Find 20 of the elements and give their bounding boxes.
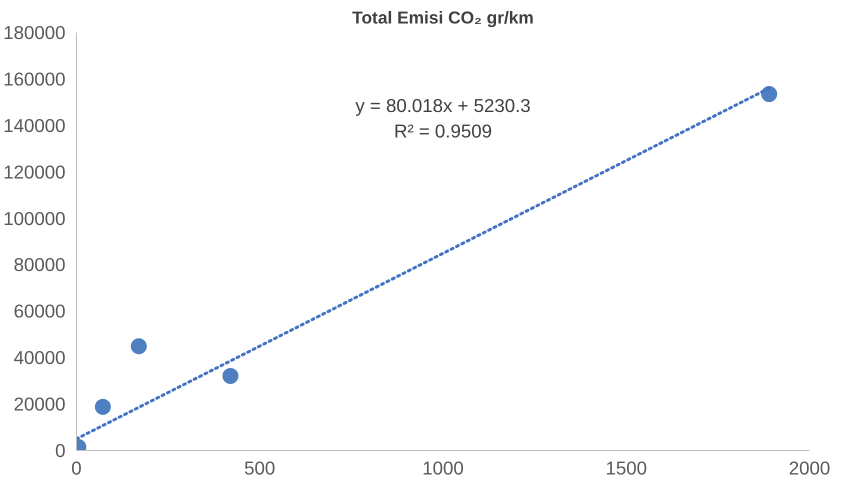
y-tick-label: 20000 (14, 394, 66, 415)
x-tick-label: 2000 (788, 458, 830, 478)
point (222, 368, 238, 384)
y-tick-label: 180000 (3, 22, 66, 43)
x-tick-label: 1500 (606, 458, 648, 478)
y-tick-label: 160000 (3, 68, 66, 90)
y-tick-label: 60000 (14, 300, 66, 322)
x-tick-label: 1000 (422, 458, 464, 478)
annotation: y = 80.018x + 5230.3 R² = 0.9509 (355, 95, 531, 142)
chart-title: Total Emisi CO₂ gr/km (352, 8, 534, 28)
point (94, 398, 111, 415)
y-tick-label: 40000 (14, 347, 66, 368)
point (130, 338, 147, 354)
y-tick-label: 120000 (3, 161, 66, 182)
y-tick-label: 140000 (3, 114, 66, 136)
x-tick-label: 500 (244, 458, 276, 478)
y-tick-label: 80000 (14, 254, 66, 276)
y-tick-label: 0 (55, 440, 66, 461)
y-tick-label: 100000 (3, 208, 66, 229)
x-tick-label: 0 (71, 458, 82, 478)
